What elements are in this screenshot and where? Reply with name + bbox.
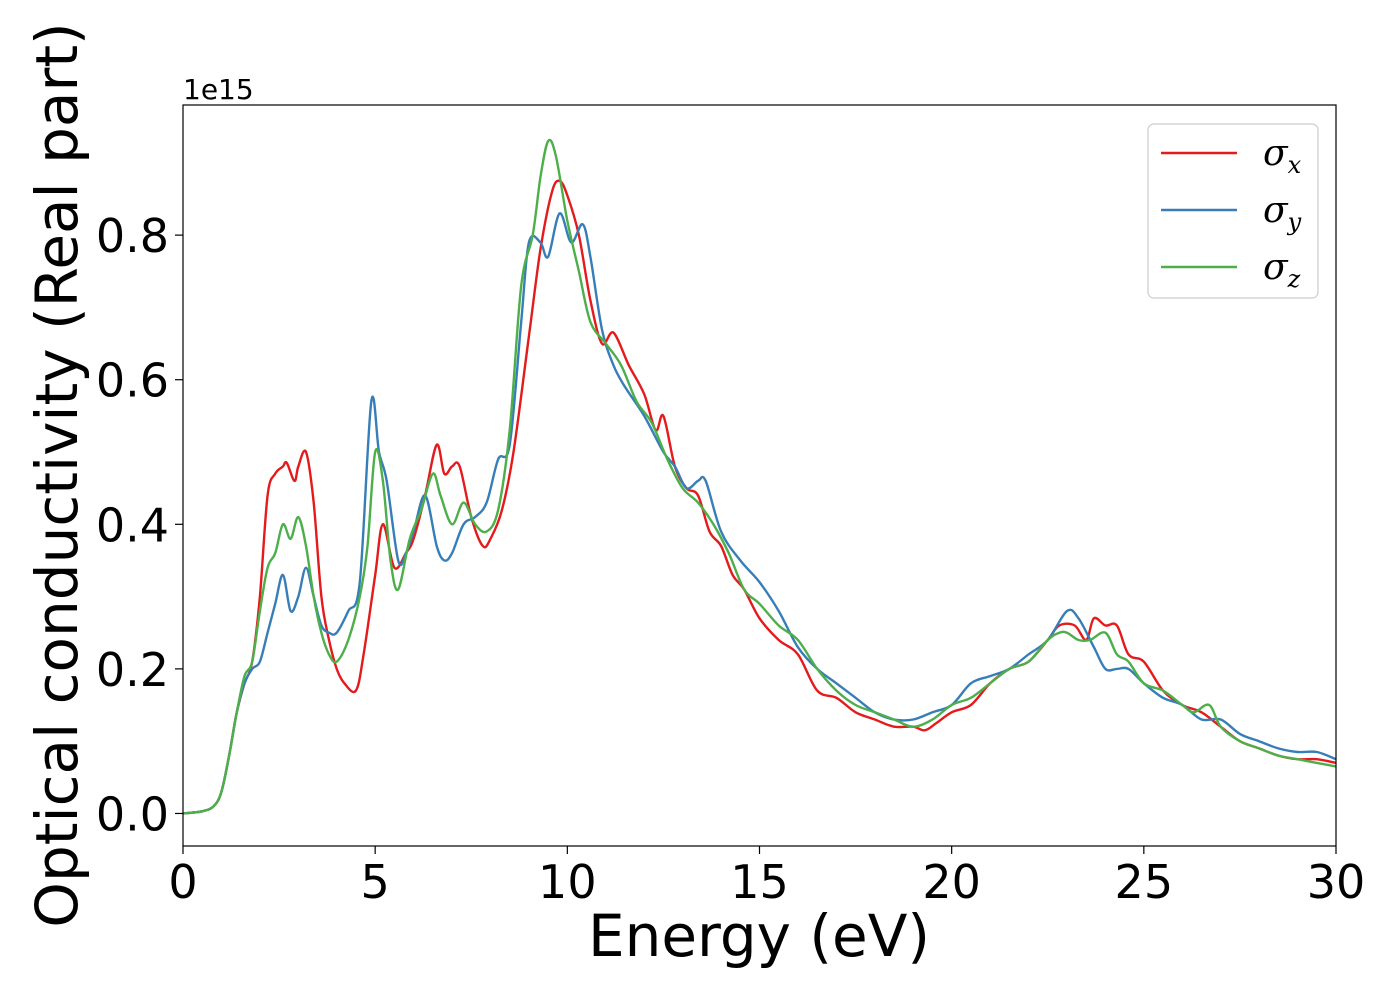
y-axis-title: Optical conductivity (Real part) xyxy=(23,22,91,927)
legend-label-x: σx xyxy=(1263,133,1302,179)
y-tick-label: 0.0 xyxy=(96,787,169,841)
y-tick-label: 0.4 xyxy=(96,498,169,552)
x-tick-label: 25 xyxy=(1115,855,1174,909)
series-layer xyxy=(183,138,1336,815)
y-tick-label: 0.6 xyxy=(96,354,169,408)
y-axis: 0.0 0.2 0.4 0.6 0.8 xyxy=(96,209,183,841)
x-tick-label: 5 xyxy=(361,855,390,909)
x-axis-title: Energy (eV) xyxy=(588,902,930,970)
y-offset-label: 1e15 xyxy=(183,73,254,106)
y-tick-label: 0.2 xyxy=(96,643,169,697)
x-tick-label: 20 xyxy=(922,855,981,909)
y-tick-label: 0.8 xyxy=(96,209,169,263)
x-tick-label: 30 xyxy=(1307,855,1366,909)
legend-label-y: σy xyxy=(1263,190,1302,236)
x-tick-label: 0 xyxy=(168,855,197,909)
series-line-y xyxy=(183,212,1336,815)
x-axis: 0 5 10 15 20 25 30 xyxy=(168,846,1365,909)
x-tick-label: 15 xyxy=(730,855,789,909)
x-tick-label: 10 xyxy=(538,855,597,909)
series-line-z xyxy=(183,138,1336,815)
